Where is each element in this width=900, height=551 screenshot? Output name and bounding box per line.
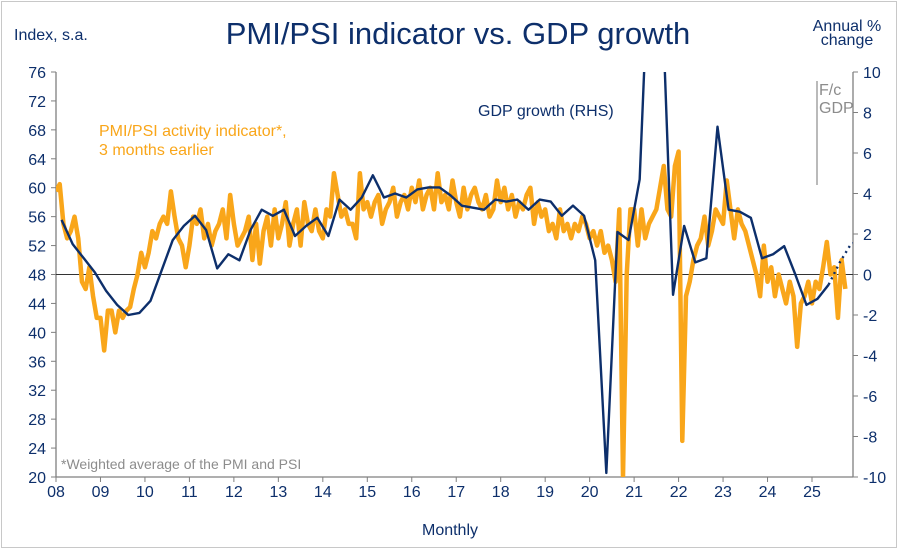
right-tick-label: -6 <box>863 389 877 406</box>
right-tick-label: -8 <box>863 430 877 447</box>
x-tick-label: 25 <box>803 484 821 501</box>
left-tick-label: 32 <box>28 383 46 400</box>
x-axis-label: Monthly <box>422 522 478 539</box>
left-tick-label: 20 <box>28 470 46 487</box>
right-tick-label: 4 <box>863 187 872 204</box>
left-tick-label: 52 <box>28 239 46 256</box>
right-tick-label: 10 <box>863 65 881 82</box>
x-tick-label: 15 <box>358 484 376 501</box>
x-tick-label: 10 <box>136 484 154 501</box>
footnote: *Weighted average of the PMI and PSI <box>61 456 301 472</box>
left-tick-label: 64 <box>28 152 46 169</box>
x-tick-label: 21 <box>625 484 643 501</box>
series-layer <box>56 72 853 477</box>
x-tick-label: 17 <box>447 484 465 501</box>
axes-layer: 202428323640444852566064687276-10-8-6-4-… <box>28 65 886 501</box>
x-tick-label: 14 <box>314 484 332 501</box>
left-tick-label: 56 <box>28 210 46 227</box>
right-tick-label: 0 <box>863 268 872 285</box>
right-tick-label: 2 <box>863 227 872 244</box>
x-tick-label: 13 <box>269 484 287 501</box>
left-tick-label: 28 <box>28 412 46 429</box>
left-tick-label: 72 <box>28 94 46 111</box>
left-tick-label: 36 <box>28 354 46 371</box>
forecast-label-line2: GDP <box>819 100 854 117</box>
left-tick-label: 68 <box>28 123 46 140</box>
x-tick-label: 22 <box>670 484 688 501</box>
chart-title: PMI/PSI indicator vs. GDP growth <box>226 16 691 51</box>
gdp-forecast-line <box>827 242 853 286</box>
x-tick-label: 12 <box>225 484 243 501</box>
x-tick-label: 19 <box>536 484 554 501</box>
x-tick-label: 20 <box>581 484 599 501</box>
x-tick-label: 23 <box>714 484 732 501</box>
x-tick-label: 16 <box>403 484 421 501</box>
left-tick-label: 24 <box>28 441 46 458</box>
x-tick-label: 09 <box>92 484 110 501</box>
legend-gdp: GDP growth (RHS) <box>478 103 614 120</box>
x-tick-label: 18 <box>492 484 510 501</box>
legend-pmi-line1: PMI/PSI activity indicator*, <box>99 123 287 140</box>
right-tick-label: -2 <box>863 308 877 325</box>
right-tick-label: -4 <box>863 349 877 366</box>
forecast-label-line1: F/c <box>819 82 841 99</box>
right-tick-label: 8 <box>863 106 872 123</box>
x-tick-label: 24 <box>759 484 777 501</box>
left-tick-label: 60 <box>28 181 46 198</box>
left-tick-label: 44 <box>28 296 46 313</box>
gdp-series-line <box>60 72 830 475</box>
x-tick-label: 08 <box>47 484 65 501</box>
x-tick-label: 11 <box>181 484 198 501</box>
legend-pmi-line2: 3 months earlier <box>99 142 214 159</box>
left-axis-label: Index, s.a. <box>14 27 88 44</box>
left-tick-label: 40 <box>28 325 46 342</box>
right-tick-label: 6 <box>863 146 872 163</box>
right-tick-label: -10 <box>863 470 886 487</box>
right-axis-label-line2: change <box>821 32 874 49</box>
right-axis-label-line1: Annual % <box>813 18 882 35</box>
left-tick-label: 76 <box>28 65 46 82</box>
left-tick-label: 48 <box>28 268 46 285</box>
